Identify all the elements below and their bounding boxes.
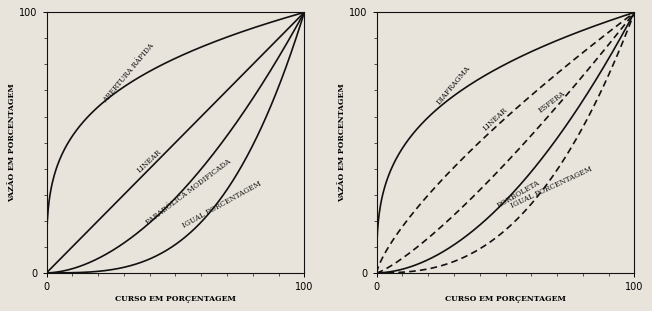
- Text: ABERTURA RÁPIDA: ABERTURA RÁPIDA: [102, 42, 156, 104]
- Text: LINEAR: LINEAR: [136, 147, 164, 174]
- Text: BORBOLETA: BORBOLETA: [496, 179, 541, 210]
- Text: DIAFRAGMA: DIAFRAGMA: [436, 64, 473, 106]
- Text: PARABÓLICA MODIFICADA: PARABÓLICA MODIFICADA: [144, 157, 232, 226]
- Y-axis label: VAZÃO EM PORCENTAGEM: VAZÃO EM PORCENTAGEM: [8, 83, 16, 202]
- X-axis label: CURSO EM PORÇENTAGEM: CURSO EM PORÇENTAGEM: [115, 295, 236, 303]
- Text: ESFERA: ESFERA: [537, 89, 567, 114]
- Y-axis label: VAZÃO EM PORCENTAGEM: VAZÃO EM PORCENTAGEM: [338, 83, 346, 202]
- X-axis label: CURSO EM PORÇENTAGEM: CURSO EM PORÇENTAGEM: [445, 295, 566, 303]
- Text: LINEAR: LINEAR: [481, 106, 509, 133]
- Text: IGUAL PORCENTAGEM: IGUAL PORCENTAGEM: [510, 165, 594, 210]
- Text: IGUAL PORCENTAGEM: IGUAL PORCENTAGEM: [181, 180, 263, 230]
